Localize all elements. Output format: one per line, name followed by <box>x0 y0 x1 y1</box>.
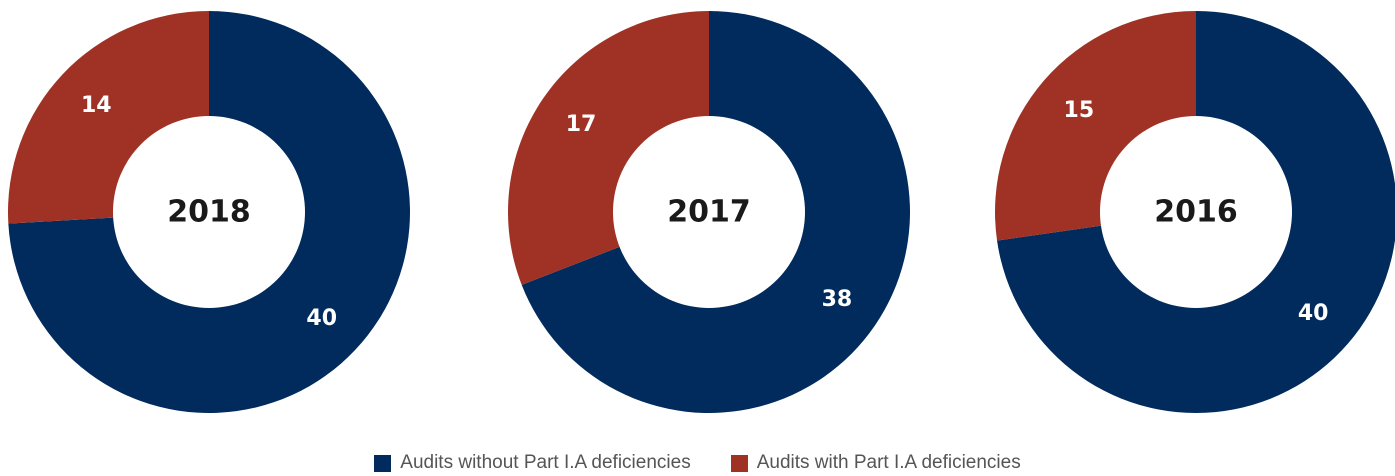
center-year-label-2017: 2017 <box>667 195 751 230</box>
value-label-with-2017: 17 <box>566 112 597 137</box>
center-year-label-2016: 2016 <box>1154 195 1238 230</box>
donut-chart-2016: 40 15 2016 <box>995 11 1395 413</box>
donut-hole-2016 <box>1100 116 1292 308</box>
donut-hole-2018 <box>113 116 305 308</box>
donut-chart-2018: 40 14 2018 <box>8 11 411 413</box>
donut-chart-2017: 38 17 2017 <box>507 11 910 413</box>
legend-label-with: Audits with Part I.A deficiencies <box>756 452 1021 473</box>
legend: Audits without Part I.A deficiencies Aud… <box>0 450 1395 476</box>
center-year-label-2018: 2018 <box>167 195 251 230</box>
value-label-without-2018: 40 <box>306 306 337 331</box>
legend-swatch-with <box>730 454 748 472</box>
legend-item-without: Audits without Part I.A deficiencies <box>374 452 691 474</box>
value-label-without-2017: 38 <box>822 287 853 312</box>
value-label-with-2016: 15 <box>1064 98 1095 123</box>
legend-label-without: Audits without Part I.A deficiencies <box>400 452 691 473</box>
donut-charts: 40 14 2018 38 17 2017 40 15 2016 <box>8 11 1395 413</box>
value-label-without-2016: 40 <box>1298 301 1329 326</box>
value-label-with-2018: 14 <box>81 93 112 118</box>
legend-item-with: Audits with Part I.A deficiencies <box>730 452 1021 474</box>
donut-hole-2017 <box>613 116 805 308</box>
legend-swatch-without <box>374 454 392 472</box>
